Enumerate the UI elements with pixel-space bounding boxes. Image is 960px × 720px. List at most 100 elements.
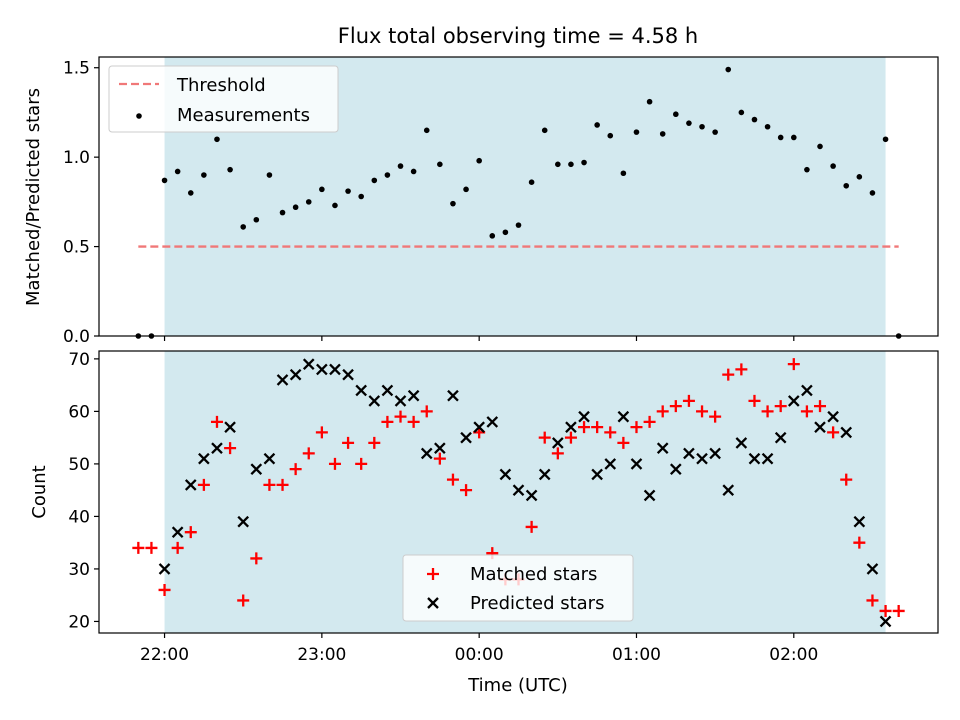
predicted-star-point bbox=[643, 489, 656, 502]
matched-star-point bbox=[735, 363, 748, 376]
predicted-star-point bbox=[525, 489, 538, 502]
ratio-axes-frame bbox=[98, 56, 939, 337]
matched-star-point bbox=[197, 478, 210, 491]
measurement-point bbox=[161, 177, 168, 184]
predicted-star-point bbox=[578, 410, 590, 423]
matched-star-point bbox=[800, 405, 813, 418]
measurement-point bbox=[476, 157, 482, 164]
matched-star-point bbox=[184, 526, 197, 539]
predicted-star-point bbox=[184, 479, 197, 491]
y-tick-label: 30 bbox=[68, 560, 90, 580]
predicted-star-point bbox=[538, 468, 551, 481]
predicted-star-point bbox=[447, 389, 459, 402]
y-tick-label: 1.5 bbox=[63, 59, 90, 79]
matched-star-point bbox=[643, 415, 656, 428]
predicted-star-point bbox=[840, 426, 853, 439]
predicted-star-point bbox=[879, 615, 892, 628]
y-tick-label: 70 bbox=[68, 350, 90, 370]
predicted-star-point bbox=[801, 384, 813, 397]
matched-star-point bbox=[446, 473, 459, 486]
matched-star-point bbox=[538, 431, 551, 444]
matched-star-point bbox=[250, 552, 263, 565]
matched-star-point bbox=[630, 421, 643, 434]
predicted-star-point bbox=[263, 452, 276, 465]
ratio-panel: 0.0 0.5 1.0 1.5 Matched/Predicted stars Thr… bbox=[23, 56, 939, 347]
measurement-point bbox=[686, 120, 692, 126]
predicted-star-point bbox=[460, 431, 472, 444]
predicted-star-point bbox=[604, 458, 617, 470]
measurement-point bbox=[594, 122, 600, 128]
matched-star-point bbox=[276, 478, 289, 491]
matched-star-point bbox=[827, 426, 840, 439]
measurement-point bbox=[738, 109, 745, 116]
measurement-point bbox=[568, 161, 574, 168]
predicted-star-point bbox=[316, 363, 328, 376]
matched-star-point bbox=[342, 436, 355, 449]
matched-legend-marker bbox=[427, 568, 439, 580]
matched-star-point bbox=[787, 358, 800, 371]
measurement-point bbox=[227, 166, 233, 173]
count-axes-frame bbox=[98, 350, 939, 634]
measurement-point bbox=[633, 129, 640, 135]
predicted-star-point bbox=[381, 384, 394, 397]
matched-star-point bbox=[328, 457, 341, 470]
measurement-point bbox=[253, 216, 260, 223]
measurement-point bbox=[817, 143, 823, 150]
matched-star-point bbox=[656, 405, 669, 418]
predicted-star-point bbox=[342, 368, 354, 381]
predicted-star-point bbox=[158, 563, 171, 575]
predicted-star-point bbox=[617, 410, 630, 423]
measurement-point bbox=[174, 168, 181, 175]
measurement-point bbox=[777, 134, 784, 141]
measurement-point bbox=[673, 111, 679, 118]
matched-star-point bbox=[682, 394, 695, 407]
predicted-legend-marker bbox=[427, 597, 439, 609]
predicted-star-point bbox=[774, 431, 787, 444]
predicted-star-point bbox=[420, 447, 433, 460]
measurement-point bbox=[214, 136, 220, 143]
predicted-star-point bbox=[709, 447, 721, 460]
predicted-star-point bbox=[853, 515, 866, 528]
matched-star-point bbox=[866, 594, 879, 607]
predicted-star-point bbox=[683, 447, 695, 460]
predicted-star-point bbox=[591, 468, 603, 481]
matched-star-point bbox=[604, 426, 617, 439]
predicted-star-point bbox=[407, 389, 420, 402]
matched-star-point bbox=[237, 594, 250, 607]
x-tick-label: 23:00 bbox=[297, 645, 346, 665]
predicted-star-point bbox=[499, 468, 512, 481]
y-tick-label: 60 bbox=[68, 402, 90, 422]
predicted-star-point bbox=[289, 368, 302, 381]
predicted-star-point bbox=[355, 384, 368, 397]
predicted-star-point bbox=[211, 442, 223, 454]
y-tick-label: 40 bbox=[68, 507, 90, 527]
x-tick-label: 00:00 bbox=[455, 645, 504, 665]
measurement-point bbox=[843, 182, 850, 189]
matched-star-point bbox=[381, 415, 394, 428]
y-tick-label: 20 bbox=[68, 612, 90, 632]
measurement-point bbox=[345, 188, 351, 194]
predicted-star-point bbox=[630, 458, 643, 470]
y-tick-label: 0.0 bbox=[63, 327, 90, 347]
measurement-point bbox=[397, 163, 404, 169]
count-panel: 20 30 40 50 60 70 22:00 23:00 00:00 01:00 02:00 C… bbox=[29, 350, 939, 696]
measurement-point bbox=[515, 222, 522, 228]
predicted-star-point bbox=[552, 437, 564, 449]
matched-star-point bbox=[525, 520, 538, 533]
predicted-star-point bbox=[394, 395, 407, 407]
matched-star-point bbox=[564, 431, 577, 444]
measurement-point bbox=[279, 209, 286, 216]
matched-star-point bbox=[302, 447, 315, 460]
matched-star-point bbox=[551, 447, 564, 460]
predicted-star-point bbox=[565, 421, 577, 433]
count-y-axis-label: Count bbox=[29, 465, 50, 518]
matched-star-point bbox=[394, 410, 407, 423]
matched-star-point bbox=[722, 368, 735, 381]
measurement-point bbox=[856, 174, 863, 180]
matched-star-point bbox=[748, 394, 761, 407]
x-axis-label: Time (UTC) bbox=[467, 675, 568, 696]
predicted-star-point bbox=[486, 416, 499, 428]
count-legend-box bbox=[402, 554, 634, 622]
measurement-point bbox=[240, 224, 247, 230]
matched-star-point bbox=[433, 452, 446, 465]
